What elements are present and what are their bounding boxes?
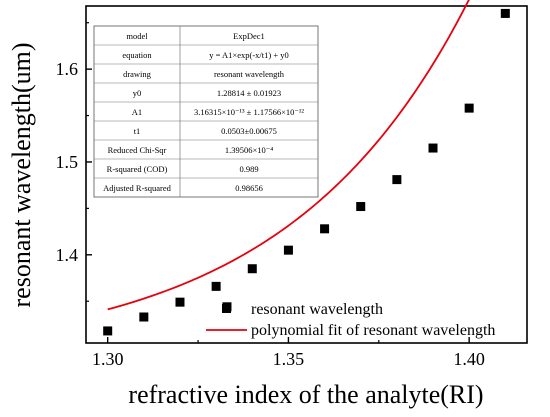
- data-points: [103, 8, 510, 336]
- data-point: [428, 143, 438, 153]
- table-frame: [93, 25, 319, 198]
- table-cell-label: drawing: [123, 69, 152, 79]
- table-cell-label: Adjusted R-squared: [103, 183, 172, 193]
- legend-marker-square: [222, 304, 231, 313]
- table-cell-value: 1.39506×10⁻⁴: [225, 145, 273, 155]
- legend-label-scatter: resonant wavelength: [251, 301, 383, 318]
- data-point: [320, 224, 330, 234]
- table-cell-value: 0.98656: [235, 183, 263, 193]
- x-tick-label: 1.35: [273, 349, 305, 369]
- plot-frame: [85, 5, 528, 344]
- data-point: [139, 312, 149, 322]
- y-axis-title: resonant wavelength(um): [7, 43, 36, 308]
- y-tick-label: 1.5: [56, 152, 79, 172]
- data-point: [392, 175, 402, 185]
- fit-parameters-table: model ExpDec1 equation y = A1×exp(-x/t1) + …: [93, 25, 319, 198]
- x-tick-label: 1.40: [453, 349, 485, 369]
- legend-label-fit: polynomial fit of resonant wavelength: [251, 322, 495, 339]
- x-axis-title: refractive index of the analyte(RI): [128, 380, 483, 409]
- legend: resonant wavelength polynomial fit of re…: [206, 301, 495, 339]
- table-cell-value: 1.28814 ± 0.01923: [217, 88, 281, 98]
- data-point: [356, 202, 366, 212]
- table-cell-label: t1: [134, 126, 141, 136]
- data-point: [283, 245, 293, 255]
- y-axis-ticks: 1.4 1.5 1.6: [56, 22, 92, 302]
- table-cell-label: equation: [122, 50, 152, 60]
- table-cell-value: y = A1×exp(-x/t1) + y0: [209, 50, 289, 60]
- y-tick-label: 1.4: [56, 245, 79, 265]
- table-cell-value: resonant wavelength: [214, 69, 285, 79]
- x-axis-ticks: 1.30 1.35 1.40: [92, 337, 485, 369]
- fit-curve: [107, 0, 470, 311]
- table-cell-label: y0: [133, 88, 142, 98]
- data-point: [175, 297, 185, 307]
- data-point: [500, 8, 510, 18]
- table-cell-label: Reduced Chi-Sqr: [108, 145, 167, 155]
- table-cell-label: model: [126, 31, 148, 41]
- table-cell-value: 0.0503±0.00675: [221, 126, 277, 136]
- table-cell-label: R-squared (COD): [107, 164, 168, 174]
- table-cell-value: 3.16315×10⁻¹³ ± 1.17566×10⁻¹²: [194, 107, 304, 117]
- table-cell-value: 0.989: [239, 164, 258, 174]
- data-point: [211, 281, 221, 291]
- data-point: [247, 264, 257, 274]
- data-point: [464, 103, 474, 113]
- x-tick-label: 1.30: [92, 349, 124, 369]
- data-point: [103, 326, 113, 336]
- table-cell-label: A1: [132, 107, 142, 117]
- table-cell-value: ExpDec1: [233, 31, 265, 41]
- y-tick-label: 1.6: [56, 59, 79, 79]
